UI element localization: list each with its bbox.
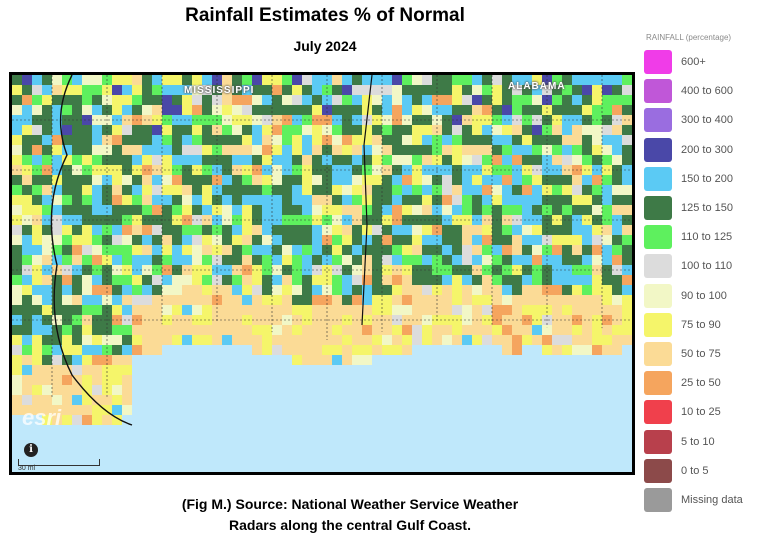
rainfall-map[interactable]: MISSISSIPPI ALABAMA esri i 30 mi (9, 72, 635, 475)
esri-logo: esri (22, 405, 62, 430)
legend-label: 200 to 300 (681, 143, 733, 156)
legend-label: 600+ (681, 56, 706, 68)
legend-label: 90 to 100 (681, 289, 727, 302)
legend-item: 400 to 600 (644, 79, 759, 105)
legend-swatch (644, 137, 672, 162)
legend-item: Missing data (644, 488, 759, 514)
legend-item: 90 to 100 (644, 283, 759, 310)
legend-item: 0 to 5 (644, 458, 759, 485)
legend-swatch (644, 342, 672, 366)
legend-swatch (644, 196, 672, 220)
legend-item: 10 to 25 (644, 400, 759, 426)
legend-item: 5 to 10 (644, 429, 759, 456)
legend-item: 100 to 110 (644, 254, 759, 280)
scale-label: 30 mi (18, 465, 36, 472)
legend-item: 50 to 75 (644, 342, 759, 368)
legend-label: 5 to 10 (681, 435, 715, 448)
legend-item: 300 to 400 (644, 108, 759, 134)
caption-line-1: (Fig M.) Source: National Weather Servic… (181, 496, 519, 512)
legend-label: 125 to 150 (681, 202, 733, 214)
info-icon[interactable]: i (24, 443, 38, 457)
legend-item: 200 to 300 (644, 137, 759, 164)
legend-label: 300 to 400 (681, 114, 733, 127)
map-title: Rainfall Estimates % of Normal (185, 5, 465, 26)
legend-swatch (644, 50, 672, 74)
rainfall-raster (12, 75, 632, 472)
figure-caption: (Fig M.) Source: National Weather Servic… (0, 494, 700, 536)
state-label-mississippi: MISSISSIPPI (184, 85, 255, 96)
legend-swatch (644, 283, 672, 308)
legend-swatch (644, 371, 672, 396)
legend-swatch (644, 79, 672, 104)
legend-swatch (644, 400, 672, 425)
legend-swatch (644, 488, 672, 512)
legend-label: 75 to 90 (681, 318, 721, 331)
legend-swatch (644, 458, 672, 483)
legend-swatch (644, 429, 672, 454)
legend-item: 600+ (644, 50, 759, 76)
legend-item: 110 to 125 (644, 225, 759, 251)
legend-label: 0 to 5 (681, 464, 709, 477)
caption-line-2: Radars along the central Gulf Coast. (229, 517, 471, 533)
map-subtitle: July 2024 (293, 38, 357, 54)
legend-label: 25 to 50 (681, 377, 721, 390)
legend-swatch (644, 166, 672, 191)
legend-swatch (644, 312, 672, 337)
legend-item: 150 to 200 (644, 166, 759, 193)
legend-swatch (644, 225, 672, 250)
legend-label: 400 to 600 (681, 85, 733, 98)
legend-label: 150 to 200 (681, 172, 733, 185)
legend-label: Missing data (681, 494, 743, 506)
legend-item: 25 to 50 (644, 371, 759, 397)
legend-label: 50 to 75 (681, 348, 721, 360)
legend-swatch (644, 108, 672, 133)
legend-title: RAINFALL (percentage) (646, 33, 732, 42)
scale-bar (18, 459, 100, 466)
legend-item: 75 to 90 (644, 312, 759, 339)
legend-label: 100 to 110 (681, 260, 733, 273)
state-label-alabama: ALABAMA (508, 81, 566, 92)
legend-label: 110 to 125 (681, 231, 733, 244)
legend-item: 125 to 150 (644, 196, 759, 222)
legend-swatch (644, 254, 672, 279)
legend-label: 10 to 25 (681, 406, 721, 419)
